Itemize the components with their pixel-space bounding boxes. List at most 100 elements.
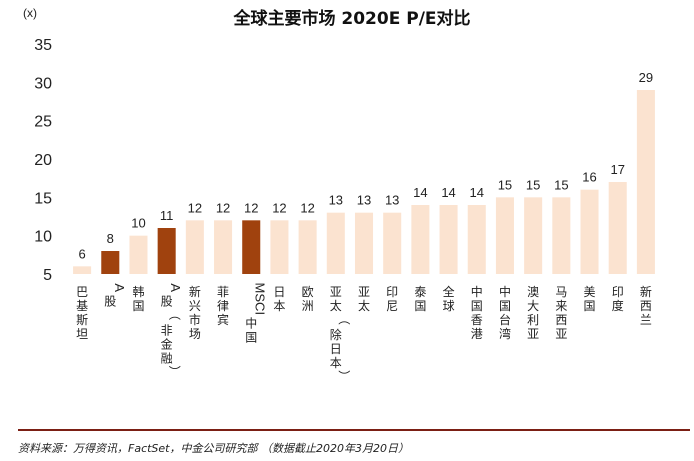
x-tick-label-part: 球 bbox=[443, 299, 455, 313]
x-tick-label-part: 台 bbox=[499, 312, 511, 327]
bar bbox=[242, 220, 261, 274]
data-label: 17 bbox=[610, 162, 624, 177]
x-tick-label-part: 巴 bbox=[76, 285, 88, 299]
data-labels-group: 6 8 10 11 12 12 12 12 12 13 13 13 14 14 14 15 15 15 16 17 29 bbox=[78, 70, 653, 261]
x-tick-label-part: 本 bbox=[330, 356, 342, 370]
x-tick-label-part: 亚 bbox=[555, 327, 567, 341]
data-label: 16 bbox=[582, 170, 596, 185]
data-label: 29 bbox=[639, 70, 653, 85]
x-tick-label-part: 亚 bbox=[527, 327, 539, 341]
x-tick-label-part: 国 bbox=[414, 299, 426, 313]
data-label: 14 bbox=[441, 185, 455, 200]
x-axis-labels-group: 巴基斯坦A股韩国A股（非金融）新兴市场菲律宾MSCI中国日本欧洲亚太（除日本）亚… bbox=[76, 283, 652, 382]
x-tick-label-part: 西 bbox=[640, 299, 652, 313]
data-label: 8 bbox=[107, 231, 114, 246]
data-label: 13 bbox=[357, 193, 371, 208]
x-tick-label-part: 斯 bbox=[76, 313, 88, 327]
x-tick-label-part: 非 bbox=[161, 323, 173, 337]
x-tick-label-part: A bbox=[112, 283, 127, 292]
x-tick-label-part: 国 bbox=[471, 299, 483, 313]
x-tick-label-part: 尼 bbox=[386, 299, 398, 313]
x-tick-label-part: 宾 bbox=[217, 312, 229, 327]
x-tick-label-part: 国 bbox=[245, 331, 257, 345]
y-tick-label: 10 bbox=[34, 229, 52, 246]
bar bbox=[495, 197, 514, 274]
bar bbox=[411, 205, 430, 274]
bar bbox=[439, 205, 458, 274]
x-tick-label-part: 除 bbox=[330, 327, 342, 342]
x-tick-label-part: 律 bbox=[217, 299, 229, 313]
x-tick-label-part: 兴 bbox=[189, 299, 201, 313]
data-label: 12 bbox=[216, 200, 230, 215]
data-label: 14 bbox=[470, 185, 484, 200]
bar bbox=[552, 197, 571, 274]
x-tick-label-part: 中 bbox=[245, 316, 257, 331]
y-tick-label: 25 bbox=[34, 114, 52, 131]
data-label: 15 bbox=[498, 177, 512, 192]
x-tick-label-part: 来 bbox=[555, 299, 567, 313]
x-tick-label-part: 西 bbox=[555, 313, 567, 327]
x-tick-label-part: 太 bbox=[330, 298, 342, 313]
bar bbox=[101, 251, 120, 274]
y-tick-label: 15 bbox=[34, 190, 52, 207]
bar bbox=[383, 212, 402, 274]
data-label: 13 bbox=[329, 193, 343, 208]
data-label: 15 bbox=[526, 177, 540, 192]
x-tick-label-part: 坦 bbox=[76, 327, 88, 341]
y-tick-label: 5 bbox=[43, 267, 52, 284]
data-label: 15 bbox=[554, 177, 568, 192]
bar bbox=[580, 189, 599, 274]
x-tick-label-part: 欧 bbox=[302, 285, 314, 299]
bar bbox=[157, 228, 176, 274]
bar bbox=[73, 266, 92, 274]
x-tick-label-part: ） bbox=[337, 370, 351, 382]
data-label: 14 bbox=[413, 185, 427, 200]
x-tick-label-part: 太 bbox=[358, 298, 370, 313]
data-label: 11 bbox=[160, 208, 174, 223]
x-tick-label-part: A bbox=[168, 283, 183, 292]
bar bbox=[354, 212, 374, 274]
x-tick-label-part: 港 bbox=[471, 327, 483, 341]
bar bbox=[524, 197, 543, 274]
x-tick-label-part: 湾 bbox=[499, 326, 511, 341]
x-tick-label-part: 股 bbox=[104, 294, 116, 308]
x-tick-label-part: ） bbox=[168, 365, 182, 377]
x-tick-label-part: 利 bbox=[527, 313, 539, 327]
source-note: 资料来源：万得资讯，FactSet，中金公司研究部 （数据截止2020年3月20… bbox=[18, 442, 409, 455]
data-label: 12 bbox=[188, 200, 202, 215]
y-tick-label: 20 bbox=[34, 152, 52, 169]
bar bbox=[467, 205, 486, 274]
x-tick-label-part: MSCI bbox=[253, 283, 268, 316]
bar bbox=[636, 90, 655, 274]
x-tick-label-part: 度 bbox=[612, 298, 624, 313]
x-tick-label-part: 新 bbox=[640, 284, 652, 299]
data-label: 12 bbox=[244, 200, 258, 215]
x-tick-label-part: 泰 bbox=[414, 285, 426, 299]
x-tick-label-part: 美 bbox=[584, 285, 596, 299]
x-tick-label-part: 国 bbox=[499, 299, 511, 313]
y-axis-unit-label: (x) bbox=[23, 6, 37, 20]
bars-group bbox=[73, 90, 655, 274]
x-tick-label-part: 兰 bbox=[640, 313, 652, 327]
bar bbox=[298, 220, 317, 274]
x-tick-label-part: 全 bbox=[443, 284, 455, 299]
x-tick-label-part: 融 bbox=[161, 351, 173, 365]
x-tick-label-part: 亚 bbox=[358, 285, 370, 299]
x-tick-label-part: 金 bbox=[161, 336, 173, 351]
x-tick-label-part: 印 bbox=[612, 285, 624, 299]
x-tick-label-part: 新 bbox=[189, 284, 201, 299]
y-tick-label: 30 bbox=[34, 75, 52, 92]
x-tick-label-part: 洲 bbox=[302, 299, 314, 313]
data-label: 12 bbox=[272, 200, 286, 215]
x-tick-label-part: 香 bbox=[471, 313, 483, 327]
y-tick-label: 35 bbox=[34, 37, 52, 54]
bar bbox=[185, 220, 204, 274]
x-tick-label-part: 菲 bbox=[217, 285, 229, 299]
bar bbox=[608, 182, 627, 274]
x-tick-label-part: 场 bbox=[189, 327, 201, 341]
bar bbox=[326, 212, 345, 274]
x-tick-label-part: 国 bbox=[584, 299, 596, 313]
chart-title: 全球主要市场 2020E P/E对比 bbox=[232, 8, 470, 29]
